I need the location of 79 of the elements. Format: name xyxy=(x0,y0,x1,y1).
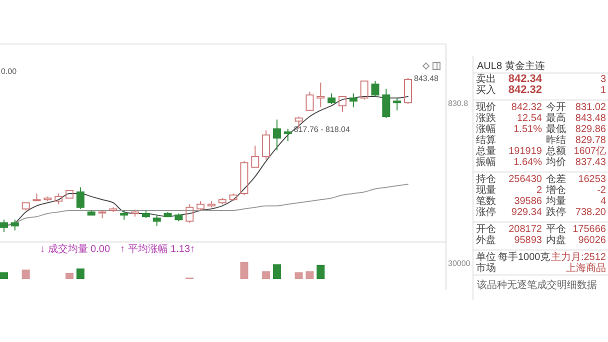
text: 1 xyxy=(600,85,606,96)
text: 今开 xyxy=(546,101,566,113)
text: 昨结 xyxy=(546,134,566,146)
text: 829.86 xyxy=(575,124,606,135)
text: 均量 xyxy=(545,195,566,207)
bar xyxy=(294,272,303,279)
text: 4 xyxy=(600,196,606,207)
text: 39586 xyxy=(514,196,542,207)
text: 开仓 xyxy=(476,223,496,235)
text: 振幅 xyxy=(476,156,496,168)
text: 2 xyxy=(536,185,542,196)
bar xyxy=(22,270,30,279)
text: 830.8 xyxy=(448,99,469,108)
text: 主力月:2512 xyxy=(550,251,606,263)
text: 208172 xyxy=(508,224,542,235)
text: 831.02 xyxy=(575,102,606,113)
text: 单位 xyxy=(476,251,496,263)
text: 1.64% xyxy=(514,157,542,168)
text: 843.48 xyxy=(414,74,440,83)
bar xyxy=(272,264,281,279)
text: AUL8 黄金主连 xyxy=(477,60,545,72)
text: 市场 xyxy=(476,262,496,274)
text: 96026 xyxy=(578,235,606,246)
text: 最高 xyxy=(546,112,566,124)
text: 842.34 xyxy=(508,73,543,85)
text: 256430 xyxy=(508,174,542,185)
text: 总量 xyxy=(475,145,496,157)
candlestick xyxy=(316,82,325,108)
text: 现价 xyxy=(476,101,496,113)
text: 涨停 xyxy=(476,206,496,218)
text: 仓差 xyxy=(546,173,566,185)
text: 1.51% xyxy=(514,124,542,135)
text: 16253 xyxy=(578,174,606,185)
text: 总额 xyxy=(545,145,566,157)
bar xyxy=(66,272,74,279)
text: 12.54 xyxy=(516,113,542,124)
text: 929.34 xyxy=(511,207,542,218)
text: ↑ 平均涨幅 1.13↑ xyxy=(120,243,196,255)
text: 涨幅 xyxy=(476,123,496,135)
text: 95893 xyxy=(514,235,542,246)
bar xyxy=(262,271,270,279)
text: 持仓 xyxy=(476,173,496,185)
text: 买入 xyxy=(476,84,496,96)
text: 该品种无逐笔成交明细数据 xyxy=(477,279,597,291)
text: 内盘 xyxy=(546,234,566,246)
text: 笔数 xyxy=(476,195,496,207)
text: 均价 xyxy=(545,156,566,168)
bar xyxy=(0,272,8,279)
text: 3 xyxy=(600,74,606,85)
text: 837.43 xyxy=(575,157,606,168)
text: 1607亿 xyxy=(574,146,606,157)
text: 跌停 xyxy=(546,206,566,218)
text: 738.20 xyxy=(575,207,606,218)
text: 175666 xyxy=(572,224,606,235)
text: 842.32 xyxy=(508,84,542,96)
candlestick xyxy=(272,119,281,151)
text: ↓ 成交均量 0.00 xyxy=(40,243,110,255)
text: 842.32 xyxy=(511,102,542,113)
text: 最低 xyxy=(546,124,566,135)
text: -2 xyxy=(597,185,606,196)
text: 增仓 xyxy=(545,184,566,196)
bar xyxy=(306,271,314,279)
bar xyxy=(316,264,325,279)
text: 30000 xyxy=(448,259,471,268)
bar xyxy=(240,262,248,279)
bar xyxy=(76,268,84,279)
text: 卖出 xyxy=(476,73,496,85)
text: 191919 xyxy=(508,146,542,157)
text: 外盘 xyxy=(476,234,496,246)
text: 843.48 xyxy=(575,113,606,124)
text: 上海商品 xyxy=(566,262,606,274)
annotation: 817.76 - 818.04 xyxy=(294,125,350,134)
text: 0.00 xyxy=(1,67,18,76)
text: 结算 xyxy=(476,134,496,146)
text: 平仓 xyxy=(546,223,566,235)
text: 涨跌 xyxy=(476,112,496,124)
text: 829.78 xyxy=(575,135,606,146)
text: 现量 xyxy=(476,185,496,196)
text: 每手1000克 xyxy=(498,251,550,263)
